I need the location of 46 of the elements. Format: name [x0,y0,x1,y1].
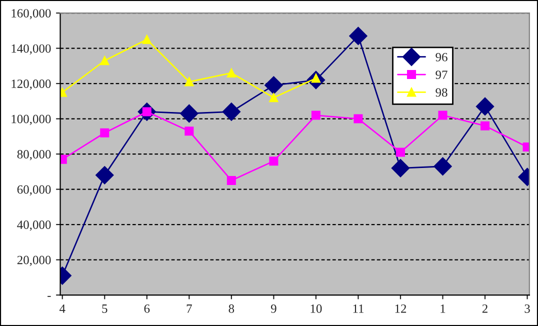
x-tick-label: 1 [440,304,446,313]
y-tick-label: - [48,296,51,297]
point [391,159,410,178]
y-tick-label: 160,000 [12,9,51,20]
point [100,56,110,66]
point [184,126,194,136]
point [226,68,236,78]
point [264,76,283,94]
x-tick-label: 3 [524,304,530,313]
point [354,114,363,124]
x-tick-label: 8 [228,304,234,313]
x-tick-label: 11 [353,304,364,313]
x-tick-label: 5 [102,304,108,313]
y-tick-label: 140,000 [12,44,51,55]
point [226,176,236,185]
x-tick-label: 4 [59,304,66,313]
point [438,110,448,120]
x-tick-label: 7 [186,304,192,313]
legend-label: 97 [436,70,448,80]
x-tick-label: 9 [270,304,276,313]
point [434,157,452,176]
y-tick-label: 120,000 [12,80,51,90]
x-tick-label: 2 [482,304,488,313]
point [222,102,240,121]
point [184,77,194,86]
point [476,97,494,116]
y-tick-label: 40,000 [17,220,51,231]
legend-label: 96 [436,52,448,62]
y-tick-label: 20,000 [17,256,51,266]
y-tick-label: 100,000 [12,114,51,126]
x-tick-label: 6 [144,304,150,313]
point [180,104,198,123]
y-tick-label: 60,000 [17,185,51,196]
y-tick-label: 80,000 [17,150,51,160]
point [269,93,278,102]
legend-label: 98 [436,88,448,97]
point [349,26,368,45]
point [480,121,490,130]
point [311,110,320,120]
point [96,166,114,184]
point [396,148,405,157]
point [142,34,152,44]
point [269,156,278,166]
x-tick-label: 12 [395,304,406,313]
x-tick-label: 10 [310,304,322,313]
point [100,128,110,138]
